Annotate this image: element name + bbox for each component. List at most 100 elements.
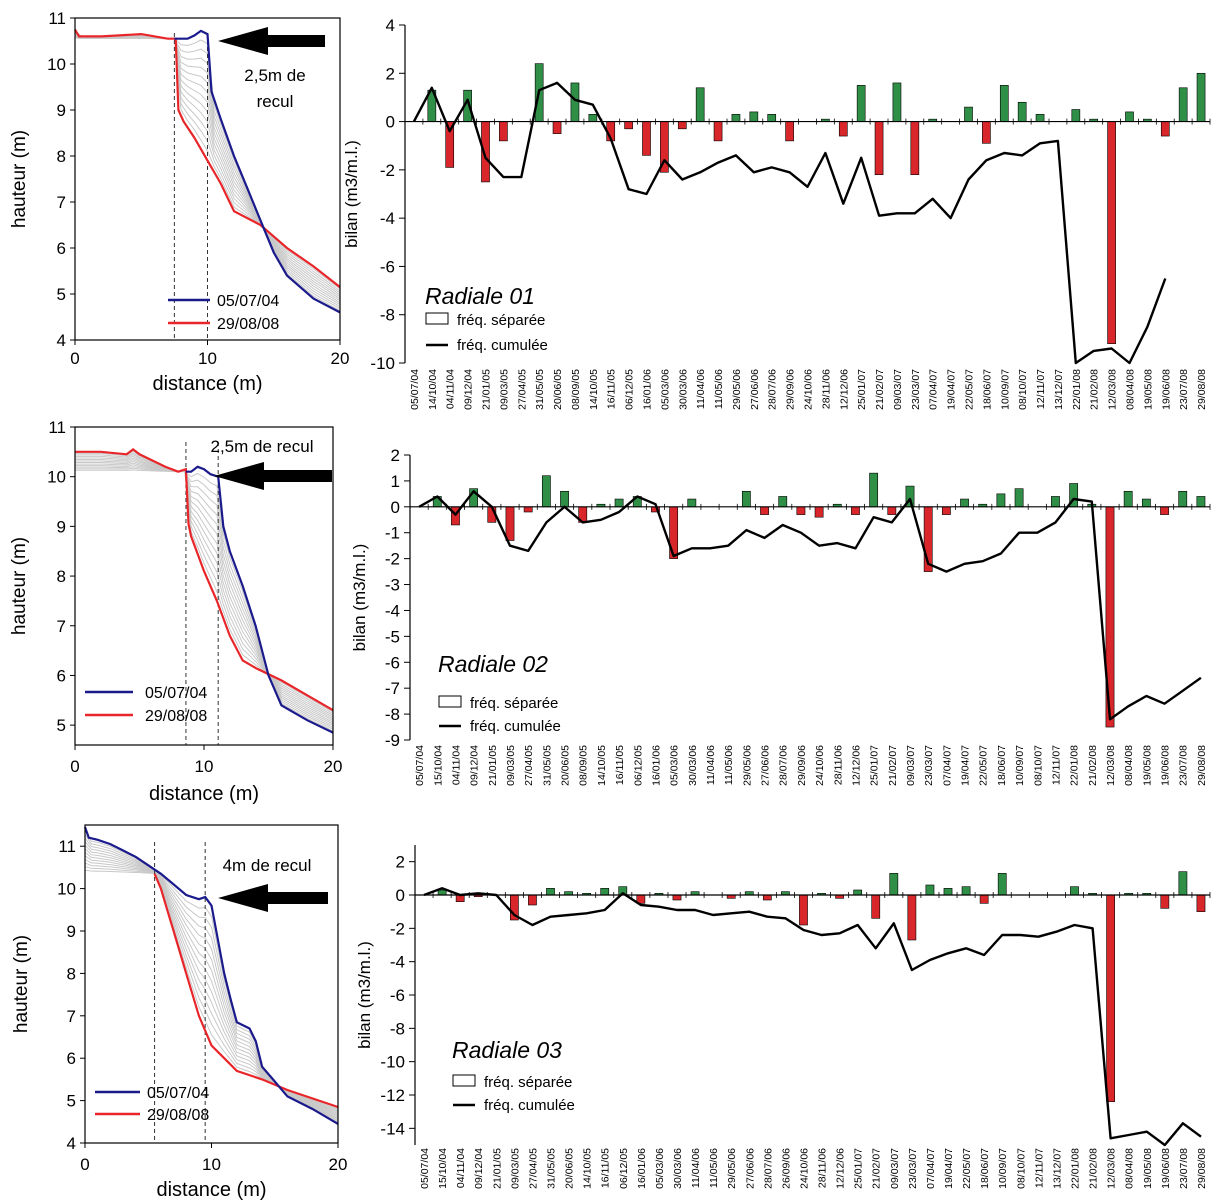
category-label: 27/06/06 [760,745,772,786]
category-label: 27/06/06 [749,369,761,410]
category-label: 21/02/07 [871,1148,883,1189]
budget-bar [624,121,633,130]
budget-bar [1160,894,1170,909]
intermediate-profile-line [84,834,339,1122]
category-label: 08/04/08 [1125,369,1137,410]
y-tick-label: -2 [380,161,395,180]
intermediate-profile-line [84,837,339,1121]
category-label: 12/03/08 [1107,369,1119,410]
y-axis-label: hauteur (m) [9,130,30,228]
category-label: 24/10/06 [803,369,815,410]
x-axis-label: distance (m) [156,1179,266,1201]
y-tick-label: -6 [390,986,405,1005]
intermediate-profile-line [75,467,334,730]
y-tick-label: 9 [57,101,66,120]
profile-line-05-07-04 [185,465,334,734]
y-tick-label: 5 [57,285,66,304]
category-label: 28/11/06 [832,745,844,785]
budget-bar [760,506,769,515]
budget-bar [961,886,971,896]
category-label: 23/07/08 [1178,369,1190,410]
legend-label: 05/07/04 [217,293,279,310]
category-label: 12/03/08 [1105,745,1117,786]
category-label: 20/06/05 [552,369,564,410]
budget-bar [943,888,953,896]
category-label: 07/04/07 [925,1148,937,1189]
category-label: 11/05/06 [723,745,735,785]
category-label: 10/09/07 [997,1148,1009,1189]
budget-bar [614,498,624,508]
intermediate-profile-line [84,858,339,1113]
budget-bar [799,894,808,926]
y-tick-label: 5 [67,1092,76,1111]
budget-bar [1178,87,1188,122]
category-label: 09/12/04 [473,1148,485,1189]
budget-bar [600,888,610,896]
budget-bar [1160,506,1169,515]
y-tick-label: 7 [57,617,66,636]
category-label: 16/11/05 [606,369,618,409]
budget-bar [552,121,562,134]
category-label: 19/06/08 [1160,745,1172,786]
cumulative-line [418,490,1202,721]
category-label: 08/10/07 [1017,369,1029,410]
budget-bar [871,894,881,919]
profile-line-05-07-04 [83,826,339,1125]
budget-bar [1035,114,1045,122]
y-axis-label: hauteur (m) [11,935,32,1033]
budget-bar [1070,886,1079,896]
budget-bar [853,889,863,896]
legend-bar-label: fréq. séparée [484,1074,572,1091]
category-label: 04/11/04 [450,745,462,785]
budget-bar [960,498,969,508]
category-label: 19/05/08 [1142,369,1154,410]
x-tick-label: 20 [324,757,343,776]
category-label: 12/11/07 [1035,369,1047,409]
budget-bar [869,472,879,508]
legend-line-label: fréq. cumulée [484,1097,575,1114]
intermediate-profile-line [75,462,334,725]
intermediate-profile-line [84,855,339,1114]
arrow-icon [218,884,328,912]
bar-series [437,871,1206,1102]
y-tick-label: 6 [67,1049,76,1068]
category-label: 05/03/06 [659,369,671,410]
category-label: 22/05/07 [961,1148,973,1189]
budget-bar [762,894,772,901]
category-label: 25/01/07 [856,369,868,410]
budget-bar [982,121,991,144]
intermediate-profile-line [75,464,334,727]
category-label: 25/01/07 [853,1148,865,1189]
y-tick-label: -10 [370,354,395,373]
chart-title: Radiale 02 [438,651,548,677]
budget-bar [1014,488,1024,508]
legend-label: 05/07/04 [145,685,207,702]
intermediate-profile-line [84,866,339,1111]
intermediate-profile-line [75,455,334,718]
y-tick-label: 8 [57,567,66,586]
category-label: 27/04/05 [527,1148,539,1189]
category-label: 23/03/07 [923,745,935,786]
category-label: 24/10/06 [814,745,826,786]
recul-annotation: 4m de recul [223,856,312,875]
category-label: 22/05/07 [964,369,976,410]
y-tick-label: 11 [48,9,66,28]
budget-chart-2: 2 1 0 -1 -2 -3 -4 -5 -6 -7 -8 -9 bilan (m3/m.l.) 05/0… [350,446,1211,786]
category-label: 15/10/04 [437,1148,449,1189]
budget-bar [570,82,580,122]
y-tick-label: -10 [380,1053,405,1072]
intermediate-profile-line [75,460,334,723]
category-label: 18/06/07 [981,369,993,410]
y-tick-label: 0 [396,886,405,905]
category-label: 18/06/07 [996,745,1008,786]
category-label: 29/05/06 [726,1148,738,1189]
recul-annotation: recul [257,92,294,111]
intermediate-profiles [84,830,339,1124]
budget-bar [499,121,508,142]
category-label: 19/05/08 [1142,1148,1154,1189]
cumulative-line [423,887,1202,1147]
category-label: 21/02/08 [1089,369,1101,410]
category-label: 19/04/07 [960,745,972,786]
budget-bar [713,121,723,142]
budget-bar [541,475,551,508]
